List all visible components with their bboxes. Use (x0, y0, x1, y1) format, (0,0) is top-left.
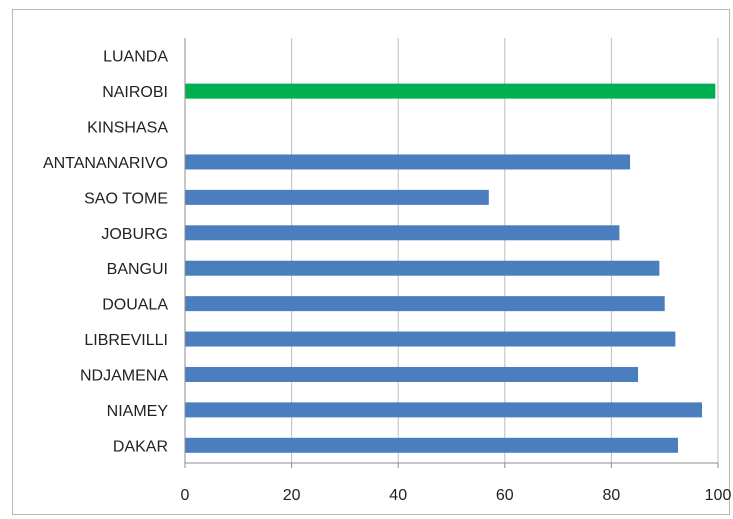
bar-bangui (185, 260, 660, 276)
bar-librevilli (185, 331, 676, 347)
category-label: LIBREVILLI (84, 332, 168, 349)
category-label: DAKAR (113, 438, 168, 455)
x-tick-label: 80 (603, 487, 621, 504)
gridlines (291, 38, 719, 463)
tick-labels: 0 20 40 60 80 100 (181, 487, 732, 504)
category-label: NIAMEY (107, 403, 169, 420)
x-tick-label: 20 (283, 487, 301, 504)
bar-joburg (185, 225, 620, 241)
category-label: KINSHASA (87, 120, 168, 137)
category-label: NAIROBI (102, 84, 168, 101)
category-label: BANGUI (107, 261, 168, 278)
category-label: DOUALA (102, 297, 168, 314)
x-tick-label: 0 (181, 487, 190, 504)
bar-douala (185, 296, 665, 312)
bar-sao-tome (185, 189, 489, 205)
category-label: LUANDA (103, 49, 168, 66)
bar-ndjamena (185, 366, 639, 382)
x-tick-label: 40 (389, 487, 407, 504)
bar-nairobi (185, 83, 716, 99)
category-labels: LUANDA NAIROBI KINSHASA ANTANANARIVO SAO TOM… (43, 49, 168, 456)
bars (185, 83, 716, 453)
bar-antananarivo (185, 154, 631, 170)
x-tick-label: 100 (705, 487, 732, 504)
category-label: JOBURG (101, 226, 168, 243)
axes (184, 38, 719, 468)
bar-dakar (185, 437, 679, 453)
bar-niamey (185, 402, 703, 418)
category-label: SAO TOME (84, 190, 168, 207)
x-tick-label: 60 (496, 487, 514, 504)
category-label: ANTANANARIVO (43, 155, 168, 172)
category-label: NDJAMENA (80, 367, 168, 384)
